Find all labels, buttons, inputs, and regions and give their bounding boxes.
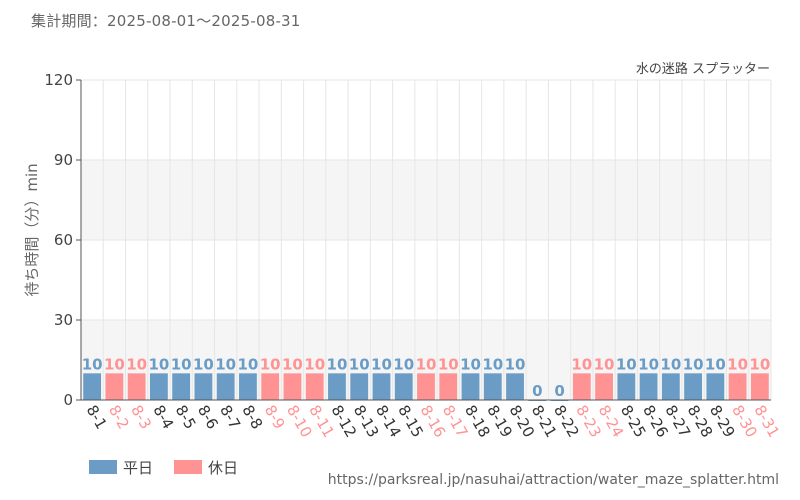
bar-8-3: [127, 373, 146, 400]
bar-8-4: [150, 373, 168, 400]
x-axis: 8-18-28-38-48-58-68-78-88-98-108-118-128…: [81, 399, 783, 440]
bar-8-23: [572, 373, 591, 400]
bar-8-25: [617, 373, 636, 400]
value-label-8-23: 10: [571, 355, 592, 373]
category-label-8-1: 8-1: [83, 402, 111, 432]
category-label-8-9: 8-9: [261, 402, 289, 432]
bar-8-6: [194, 373, 213, 400]
value-label-8-5: 10: [171, 355, 192, 373]
y-tick-label: 90: [54, 151, 73, 169]
value-label-8-9: 10: [260, 355, 281, 373]
bar-8-31: [750, 373, 769, 400]
value-label-8-20: 10: [505, 355, 526, 373]
value-label-8-4: 10: [148, 355, 169, 373]
bar-8-9: [261, 373, 280, 400]
value-label-8-8: 10: [237, 355, 258, 373]
legend-weekday-swatch: [89, 460, 117, 474]
value-label-8-31: 10: [749, 355, 770, 373]
category-label-8-3: 8-3: [127, 402, 155, 432]
value-label-8-28: 10: [683, 355, 704, 373]
period-label: 集計期間：2025-08-01～2025-08-31: [31, 12, 301, 30]
bar-8-28: [684, 373, 702, 400]
bar-8-19: [483, 373, 502, 400]
value-label-8-15: 10: [393, 355, 414, 373]
bar-8-11: [305, 373, 324, 400]
legend-weekday-label: 平日: [123, 458, 154, 477]
category-label-8-5: 8-5: [172, 402, 200, 432]
category-label-8-4: 8-4: [149, 402, 177, 432]
bars-group: 10 10 10 10 10 10 10 10 10 10 10 10 10 10 10 10 10 10 10 10…: [82, 355, 770, 401]
bar-8-27: [661, 373, 680, 400]
bar-8-29: [706, 373, 725, 400]
value-label-8-21: 0: [532, 382, 542, 400]
bar-8-13: [350, 373, 369, 400]
value-label-8-6: 10: [193, 355, 214, 373]
bar-8-15: [394, 373, 413, 400]
value-label-8-16: 10: [416, 355, 437, 373]
bar-8-7: [216, 373, 235, 400]
plot-band: [81, 240, 771, 320]
value-label-8-3: 10: [126, 355, 147, 373]
legend-weekday: 平日: [89, 458, 154, 477]
value-label-8-12: 10: [327, 355, 348, 373]
value-label-8-14: 10: [371, 355, 392, 373]
value-label-8-1: 10: [82, 355, 103, 373]
value-label-8-11: 10: [304, 355, 325, 373]
y-axis: 0 30 60 90 120: [44, 71, 82, 409]
y-tick-label: 120: [44, 71, 73, 89]
value-label-8-18: 10: [460, 355, 481, 373]
legend-holiday-label: 休日: [208, 458, 239, 477]
value-label-8-25: 10: [616, 355, 637, 373]
category-label-8-2: 8-2: [105, 402, 133, 432]
plot-band: [81, 80, 771, 160]
bar-8-20: [506, 373, 524, 400]
bar-8-18: [461, 373, 480, 400]
bar-8-10: [283, 373, 302, 400]
bar-8-16: [417, 373, 435, 400]
bar-8-5: [172, 373, 191, 400]
y-tick-label: 0: [63, 391, 73, 409]
plot-band: [81, 160, 771, 240]
bar-8-14: [372, 373, 391, 400]
value-label-8-7: 10: [215, 355, 236, 373]
value-label-8-2: 10: [104, 355, 125, 373]
value-label-8-19: 10: [482, 355, 503, 373]
chart-title: 水の迷路 スプラッター: [636, 61, 770, 77]
bar-8-1: [83, 373, 102, 400]
bar-8-24: [595, 373, 613, 400]
legend-holiday: 休日: [174, 458, 239, 477]
bar-8-17: [439, 373, 458, 400]
bar-8-2: [105, 373, 124, 400]
value-label-8-17: 10: [438, 355, 459, 373]
bar-8-26: [639, 373, 658, 400]
category-label-8-8: 8-8: [238, 402, 266, 432]
source-url: https://parksreal.jp/nasuhai/attraction/…: [327, 472, 779, 488]
y-tick-label: 30: [54, 311, 73, 329]
bar-8-30: [728, 373, 747, 400]
value-label-8-27: 10: [660, 355, 681, 373]
bar-8-8: [239, 373, 257, 400]
category-label-8-6: 8-6: [194, 402, 222, 432]
value-label-8-30: 10: [727, 355, 748, 373]
y-axis-label: 待ち時間（分）min: [23, 163, 41, 296]
value-label-8-10: 10: [282, 355, 303, 373]
value-label-8-22: 0: [554, 382, 564, 400]
y-tick-label: 60: [54, 231, 73, 249]
value-label-8-13: 10: [349, 355, 370, 373]
legend-holiday-swatch: [174, 460, 202, 474]
value-label-8-24: 10: [594, 355, 615, 373]
value-label-8-29: 10: [705, 355, 726, 373]
category-label-8-7: 8-7: [216, 402, 244, 432]
bar-8-12: [328, 373, 346, 400]
value-label-8-26: 10: [638, 355, 659, 373]
